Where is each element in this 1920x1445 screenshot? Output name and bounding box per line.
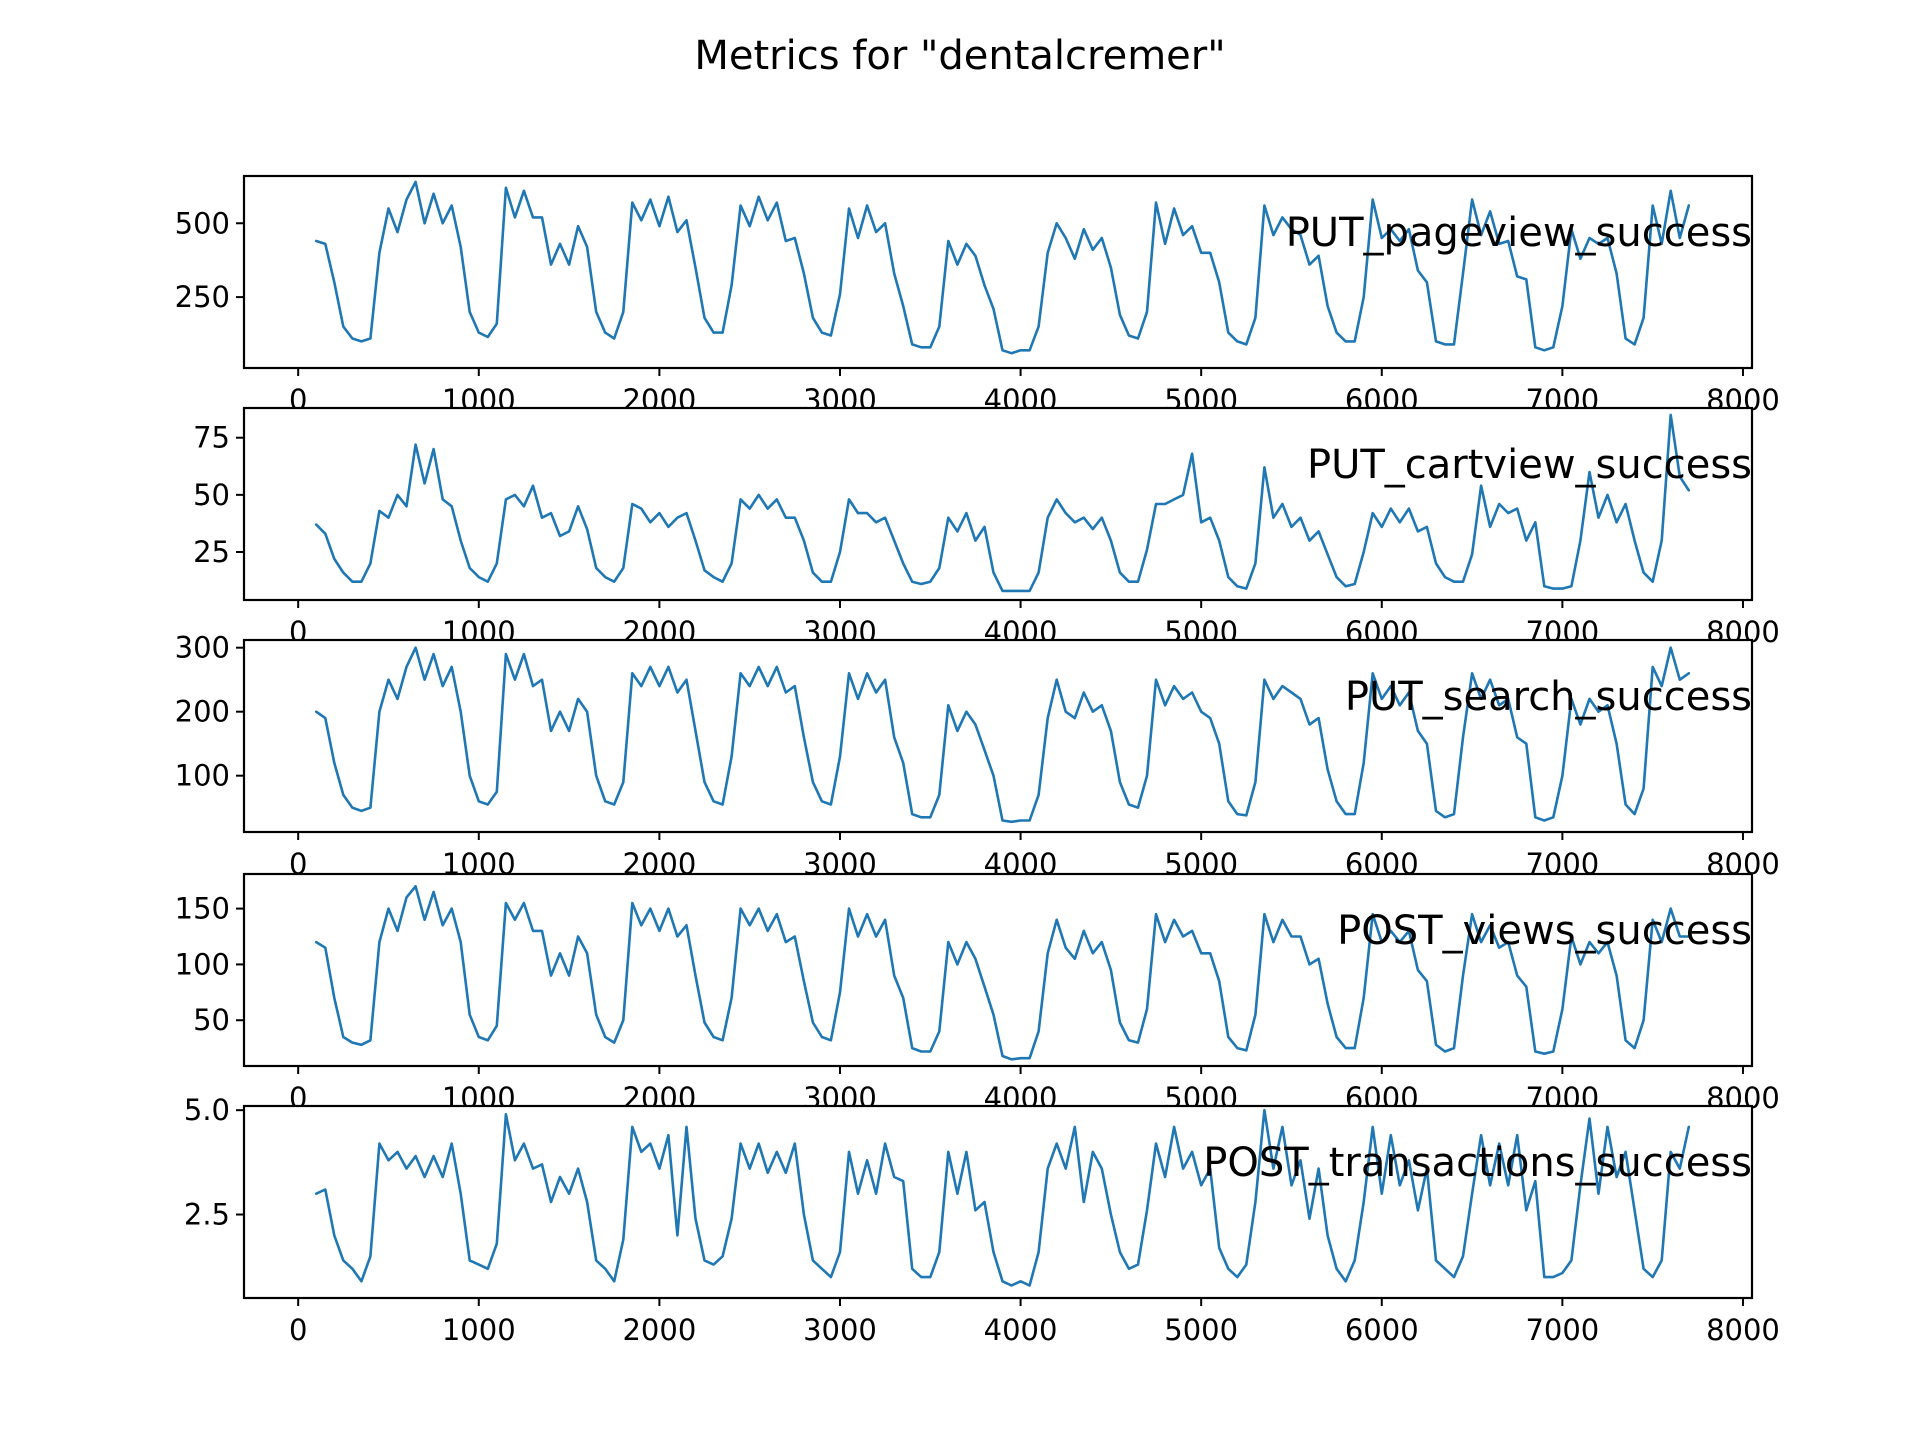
- axes-frame: [242, 638, 1754, 834]
- y-tick-label: 300: [175, 631, 230, 665]
- y-tick-label: 50: [193, 1003, 230, 1037]
- subplot-POST_views_success: 0 1000 2000 3000 4000 5000 6000 7000 80005010015…: [175, 872, 1780, 1115]
- x-tick-label: 2000: [622, 1313, 696, 1347]
- series-line-PUT_pageview_success: [314, 180, 1691, 355]
- y-tick-label: 250: [175, 280, 230, 314]
- series-line-PUT_search_success: [314, 646, 1691, 824]
- series-line-PUT_cartview_success: [314, 413, 1691, 593]
- panel-label: PUT_pageview_success: [1286, 210, 1752, 256]
- y-tick-label: 100: [175, 759, 230, 793]
- x-tick-label: 7000: [1525, 1313, 1599, 1347]
- panel-label: PUT_cartview_success: [1307, 442, 1752, 488]
- series-line-POST_views_success: [314, 884, 1691, 1061]
- plot-area: [244, 176, 1752, 368]
- y-tick-label: 100: [175, 947, 230, 981]
- x-tick-label: 5000: [1164, 1313, 1238, 1347]
- x-tick-label: 0: [289, 847, 307, 881]
- x-tick-label: 3000: [803, 1313, 877, 1347]
- plot-area: [244, 408, 1752, 600]
- x-tick-label: 4000: [984, 1313, 1058, 1347]
- y-tick-label: 150: [175, 892, 230, 926]
- series-line-POST_transactions_success: [314, 1108, 1691, 1287]
- panel-label: POST_transactions_success: [1203, 1140, 1752, 1186]
- y-tick-label: 75: [193, 421, 230, 455]
- axes-frame: [242, 406, 1754, 602]
- axes-frame: [242, 872, 1754, 1068]
- y-tick-label: 25: [193, 535, 230, 569]
- subplot-PUT_search_success: 0 1000 2000 3000 4000 5000 6000 7000 80001002003…: [175, 631, 1780, 881]
- y-tick-label: 5.0: [184, 1093, 230, 1127]
- axes-frame: [242, 174, 1754, 370]
- x-tick-label: 6000: [1345, 1313, 1419, 1347]
- x-tick-label: 8000: [1706, 1313, 1780, 1347]
- y-tick-label: 2.5: [184, 1198, 230, 1232]
- axes-frame: [242, 1104, 1754, 1300]
- y-tick-label: 500: [175, 206, 230, 240]
- subplot-POST_transactions_success: 0 1000 2000 3000 4000 5000 6000 7000 8000 2.5 5.0 P…: [184, 1093, 1780, 1347]
- y-tick-label: 50: [193, 478, 230, 512]
- panel-label: PUT_search_success: [1345, 674, 1752, 720]
- y-tick-label: 200: [175, 695, 230, 729]
- panel-label: POST_views_success: [1337, 908, 1752, 954]
- figure-title: Metrics for "dentalcremer": [694, 33, 1225, 79]
- x-tick-label: 1000: [442, 1313, 516, 1347]
- subplot-PUT_cartview_success: 0 1000 2000 3000 4000 5000 6000 7000 8000255075P…: [193, 406, 1780, 649]
- x-tick-label: 0: [289, 1313, 307, 1347]
